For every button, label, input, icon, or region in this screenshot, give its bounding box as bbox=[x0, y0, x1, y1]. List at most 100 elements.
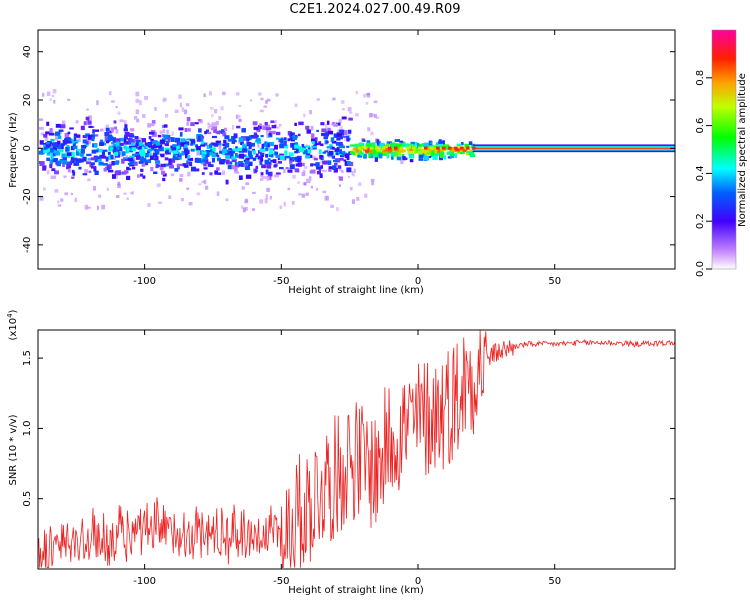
heatmap-cell bbox=[305, 155, 311, 159]
colorbar-tick-label: 0.4 bbox=[695, 165, 706, 181]
heatmap-cell bbox=[186, 121, 189, 126]
heatmap-cell bbox=[310, 125, 314, 131]
heatmap-cell bbox=[310, 185, 313, 189]
heatmap-cell bbox=[257, 144, 260, 148]
heatmap-cell bbox=[115, 151, 121, 155]
heatmap-cell bbox=[311, 133, 315, 138]
heatmap-cell bbox=[438, 140, 444, 144]
heatmap-cell bbox=[45, 141, 50, 145]
heatmap-cell bbox=[234, 171, 240, 174]
heatmap-cell bbox=[442, 146, 446, 150]
heatmap-cell bbox=[283, 168, 286, 173]
heatmap-cell bbox=[52, 146, 58, 152]
heatmap-cell bbox=[260, 158, 264, 162]
heatmap-cell bbox=[201, 153, 205, 158]
heatmap-cell bbox=[215, 140, 221, 146]
heatmap-cell bbox=[347, 132, 351, 137]
heatmap-cell bbox=[147, 152, 152, 157]
heatmap-cell bbox=[62, 157, 67, 160]
colorbar-tick-label: 0.2 bbox=[695, 213, 706, 229]
heatmap-cell bbox=[123, 141, 128, 145]
heatmap-cell bbox=[340, 100, 345, 104]
heatmap-cell bbox=[289, 132, 295, 136]
heatmap-cell bbox=[254, 169, 258, 173]
heatmap-cell bbox=[164, 113, 169, 118]
heatmap-cell bbox=[330, 137, 335, 142]
heatmap-cell bbox=[38, 126, 44, 130]
heatmap-cell bbox=[179, 178, 183, 182]
heatmap-cell bbox=[325, 140, 329, 144]
heatmap-cell bbox=[267, 171, 272, 176]
heatmap-cell bbox=[131, 141, 135, 146]
heatmap-cell bbox=[225, 179, 229, 185]
heatmap-cell bbox=[307, 147, 311, 150]
x-tick-label: -100 bbox=[133, 576, 156, 587]
heatmap-cell bbox=[87, 140, 91, 145]
heatmap-cell bbox=[263, 143, 268, 147]
heatmap-cell bbox=[57, 200, 60, 204]
heatmap-cell bbox=[346, 155, 350, 161]
heatmap-cell bbox=[49, 128, 53, 133]
heatmap-cell bbox=[55, 150, 61, 155]
heatmap-cell bbox=[209, 172, 213, 176]
heatmap-cell bbox=[138, 137, 142, 140]
heatmap-cell bbox=[347, 107, 352, 112]
heatmap-cell bbox=[172, 144, 176, 148]
heatmap-cell bbox=[174, 137, 181, 143]
heatmap-cell bbox=[71, 175, 76, 178]
heatmap-cell bbox=[157, 134, 162, 138]
heatmap-cell bbox=[64, 161, 70, 165]
heatmap-cell bbox=[158, 146, 164, 152]
heatmap-cell bbox=[111, 100, 115, 103]
y-tick-label: -40 bbox=[22, 237, 33, 253]
heatmap-cell bbox=[65, 137, 70, 141]
heatmap-cell bbox=[276, 131, 281, 136]
heatmap-cell bbox=[378, 153, 383, 159]
heatmap-cell bbox=[339, 141, 343, 145]
heatmap-cell bbox=[45, 131, 50, 135]
heatmap-cell bbox=[405, 146, 410, 150]
heatmap-cell bbox=[305, 178, 311, 184]
heatmap-cell bbox=[302, 169, 306, 174]
heatmap-cell bbox=[86, 153, 92, 157]
heatmap-cell bbox=[119, 147, 123, 152]
heatmap-cell bbox=[311, 141, 315, 145]
heatmap-cell bbox=[372, 142, 376, 147]
heatmap-cell bbox=[234, 152, 238, 158]
heatmap-cell bbox=[335, 141, 341, 146]
y-tick-label: 1.5 bbox=[22, 350, 33, 366]
heatmap-cell bbox=[149, 155, 154, 160]
heatmap-cell bbox=[207, 131, 212, 135]
heatmap-cell bbox=[245, 182, 250, 186]
heatmap-cell bbox=[53, 100, 56, 104]
heatmap-cell bbox=[294, 144, 300, 149]
heatmap-cell bbox=[327, 130, 334, 135]
heatmap-cell bbox=[237, 147, 242, 152]
heatmap-cell bbox=[95, 156, 102, 161]
heatmap-cell bbox=[294, 122, 297, 126]
heatmap-cell bbox=[166, 129, 169, 134]
heatmap-cell bbox=[201, 172, 205, 175]
heatmap-cell bbox=[189, 161, 193, 167]
heatmap-band bbox=[472, 147, 675, 149]
heatmap-cell bbox=[218, 145, 222, 150]
heatmap-cell bbox=[202, 142, 208, 146]
heatmap-cell bbox=[351, 199, 356, 204]
heatmap-cell bbox=[258, 157, 262, 163]
heatmap-cell bbox=[346, 167, 352, 173]
heatmap-cell bbox=[109, 135, 113, 140]
heatmap-cell bbox=[39, 161, 45, 166]
heatmap-cell bbox=[270, 159, 275, 162]
heatmap-cell bbox=[225, 159, 230, 165]
snr-axes: -100 -50 0 50 0.5 1.0 1.5 bbox=[22, 330, 675, 587]
heatmap-cell bbox=[143, 157, 147, 163]
heatmap-cell bbox=[161, 134, 165, 138]
heatmap-cell bbox=[352, 151, 356, 156]
heatmap-cell bbox=[218, 142, 222, 146]
heatmap-cell bbox=[54, 135, 58, 141]
heatmap-cell bbox=[244, 136, 249, 140]
heatmap-cell bbox=[76, 158, 82, 163]
heatmap-cell bbox=[134, 136, 139, 140]
heatmap-cell bbox=[320, 132, 326, 136]
